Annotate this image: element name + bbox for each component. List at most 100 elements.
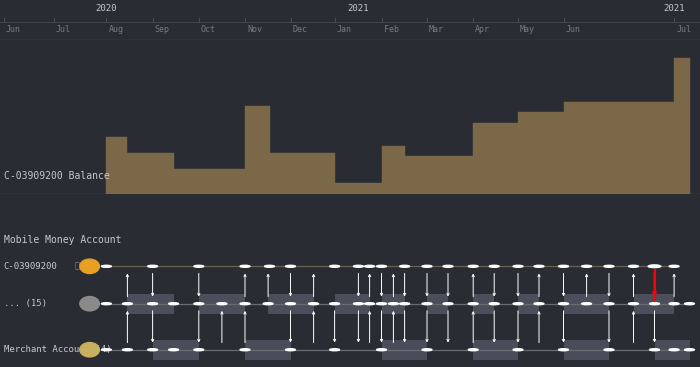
Circle shape [559,265,568,267]
Bar [634,294,674,314]
FancyArrowPatch shape [312,312,315,343]
Text: Oct: Oct [201,25,216,34]
Circle shape [354,303,363,305]
Bar [473,294,494,314]
FancyArrowPatch shape [220,312,223,343]
Circle shape [534,265,544,267]
Circle shape [330,265,340,267]
Bar [405,156,427,194]
Bar [153,153,174,194]
FancyArrowPatch shape [632,312,635,343]
Bar [674,58,690,194]
Circle shape [194,303,204,305]
Bar [270,153,335,194]
Bar [268,294,314,314]
FancyArrowPatch shape [392,312,395,343]
Circle shape [286,303,295,305]
FancyArrowPatch shape [472,312,475,343]
Bar [654,340,690,360]
Text: C-03909200: C-03909200 [4,262,57,271]
FancyArrowPatch shape [653,273,656,295]
FancyArrowPatch shape [562,273,565,295]
Circle shape [240,265,250,267]
Text: Jun: Jun [566,25,580,34]
Bar [153,340,199,360]
FancyArrowPatch shape [403,311,406,342]
FancyArrowPatch shape [289,273,292,295]
FancyArrowPatch shape [333,311,336,342]
Text: Sep: Sep [155,25,169,34]
Bar [106,137,127,194]
Bar [127,294,174,314]
Circle shape [669,349,679,351]
Circle shape [286,265,295,267]
Bar [245,106,270,194]
Bar [564,294,609,314]
Circle shape [102,303,111,305]
FancyArrowPatch shape [126,275,129,297]
FancyArrowPatch shape [447,273,449,295]
Bar [564,102,609,194]
FancyArrowPatch shape [126,312,129,343]
FancyArrowPatch shape [357,273,360,295]
Circle shape [365,265,374,267]
Circle shape [148,265,158,267]
Circle shape [265,265,274,267]
FancyArrowPatch shape [562,311,565,342]
FancyArrowPatch shape [538,312,540,343]
Bar [473,123,518,194]
Circle shape [422,303,432,305]
Circle shape [468,265,478,267]
Circle shape [629,303,638,305]
FancyArrowPatch shape [197,273,200,295]
Circle shape [685,349,694,351]
Bar [199,169,245,194]
Circle shape [443,265,453,267]
FancyArrowPatch shape [289,311,292,342]
Text: Jul: Jul [56,25,71,34]
Bar [382,294,405,314]
Circle shape [330,303,340,305]
Circle shape [194,265,204,267]
FancyArrowPatch shape [493,273,496,295]
Bar [127,153,153,194]
Circle shape [604,349,614,351]
Circle shape [559,303,568,305]
Circle shape [240,349,250,351]
Circle shape [513,303,523,305]
FancyArrowPatch shape [585,275,588,297]
Text: C-03909200 Balance: C-03909200 Balance [4,171,109,181]
FancyArrowPatch shape [357,311,360,342]
Circle shape [559,349,568,351]
Circle shape [377,349,386,351]
Circle shape [169,303,178,305]
Circle shape [148,349,158,351]
Circle shape [650,303,659,305]
Bar [174,169,199,194]
Text: May: May [520,25,535,34]
Circle shape [669,265,679,267]
Text: 🖈: 🖈 [74,261,80,270]
FancyArrowPatch shape [472,275,475,297]
Bar [609,102,674,194]
Circle shape [400,303,410,305]
Circle shape [582,265,591,267]
Bar [382,340,427,360]
Circle shape [330,349,340,351]
FancyArrowPatch shape [380,311,383,342]
Ellipse shape [80,259,99,273]
FancyArrowPatch shape [368,312,371,343]
Bar [518,294,539,314]
Circle shape [650,349,659,351]
FancyArrowPatch shape [673,275,675,297]
Bar [473,340,518,360]
Circle shape [400,265,410,267]
FancyArrowPatch shape [653,272,656,295]
Circle shape [604,303,614,305]
Circle shape [604,265,614,267]
Circle shape [669,303,679,305]
FancyArrowPatch shape [151,311,154,342]
Circle shape [102,349,111,351]
Text: Mobile Money Account: Mobile Money Account [4,235,121,246]
Text: 2021: 2021 [664,4,685,13]
